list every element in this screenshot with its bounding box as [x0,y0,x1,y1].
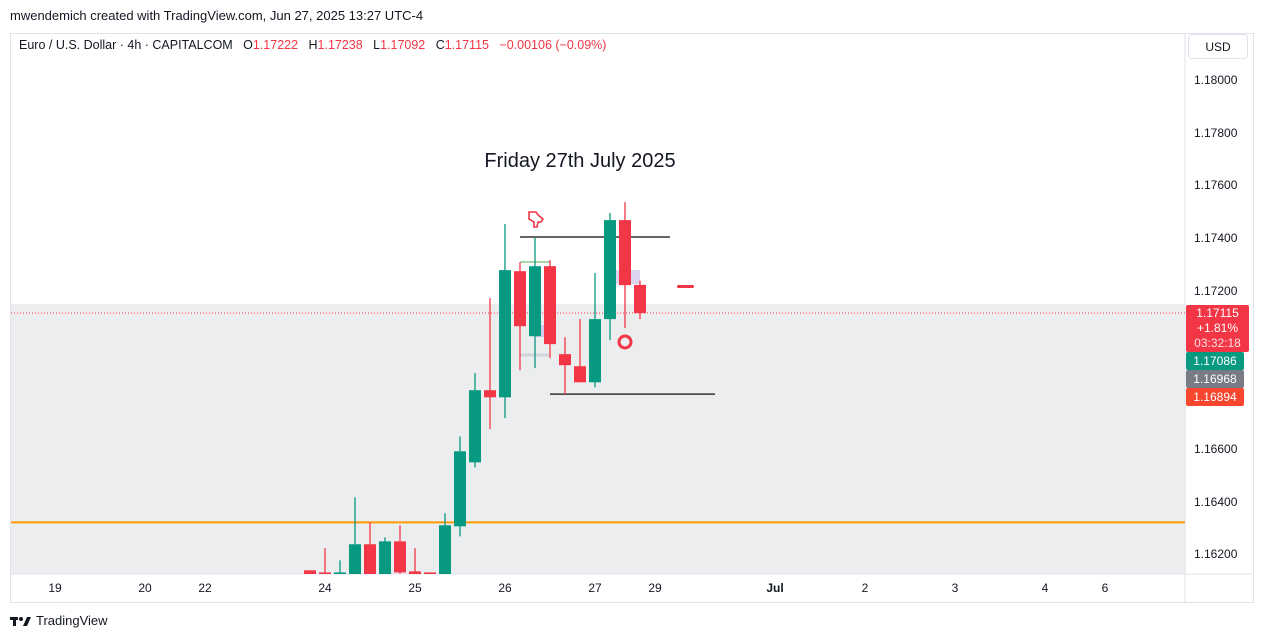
price-tick: 1.16200 [1194,547,1238,561]
dash-marker [677,285,694,288]
candle-body [379,541,391,574]
time-tick: 6 [1101,581,1109,595]
tradingview-logo-icon [10,616,31,626]
circle-marker [617,334,633,350]
time-tick: 26 [498,581,512,595]
change-value: −0.00106 (−0.09%) [499,38,607,52]
open-value: 1.17222 [252,38,299,52]
candle-body [529,266,541,337]
candle-body [319,572,331,574]
price-tick: 1.17600 [1194,178,1238,192]
low-value: 1.17092 [380,38,426,52]
time-tick: 25 [408,581,422,595]
candle-body [559,354,571,366]
candle-body [634,284,646,314]
price-badge-gray: 1.16968 [1186,370,1244,388]
price-badge-green: 1.17086 [1186,352,1244,370]
chart-annotation-text[interactable]: Friday 27th July 2025 [484,150,676,172]
candle-body [469,390,481,463]
pointing-hand-icon [528,211,545,228]
candle-body [439,525,451,574]
last-change: +1.81% [1196,321,1239,335]
candle-body [484,390,496,398]
candle-body [544,266,556,345]
time-tick: 24 [318,581,332,595]
candle-body [604,220,616,320]
low-label: L [373,38,381,52]
currency-button[interactable]: USD [1188,34,1248,59]
time-tick: 22 [198,581,212,595]
high-value: 1.17238 [317,38,363,52]
tradingview-logo-text: TradingView [36,613,108,628]
chart-credit: mwendemich created with TradingView.com,… [10,8,424,23]
time-tick: 29 [648,581,662,595]
time-tick: Jul [766,581,784,595]
symbol-name[interactable]: Euro / U.S. Dollar · 4h · CAPITALCOM [19,38,233,52]
candle-body [364,544,376,574]
price-tick: 1.17200 [1194,284,1238,298]
time-tick: 27 [588,581,602,595]
price-badge-red: 1.16894 [1186,388,1244,406]
candles [304,202,646,574]
price-tick: 1.16400 [1194,495,1238,509]
candle-body [514,271,526,327]
open-label: O [243,38,253,52]
candle-body [574,366,586,383]
time-tick: 2 [861,581,869,595]
candle-body [334,572,346,574]
candle-body [304,570,316,574]
candle-body [424,572,436,574]
candle-body [589,319,601,383]
candle-body [454,451,466,527]
candle-body [409,571,421,574]
time-tick: 4 [1041,581,1049,595]
candle-body [619,220,631,286]
close-label: C [435,38,445,52]
tradingview-logo[interactable]: TradingView [10,613,108,628]
time-tick: 3 [951,581,959,595]
close-value: 1.17115 [444,38,489,52]
price-tick: 1.16600 [1194,442,1238,456]
high-label: H [308,38,318,52]
candle-body [499,270,511,398]
last-price: 1.17115 [1196,306,1239,320]
candle-body [394,541,406,573]
bar-countdown: 03:32:18 [1194,336,1241,350]
price-tick: 1.17800 [1194,126,1238,140]
price-tick: 1.17400 [1194,231,1238,245]
last-price-badge: 1.17115 +1.81% 03:32:18 [1186,305,1249,352]
candle-body [349,544,361,574]
time-tick: 19 [48,581,62,595]
time-tick: 20 [138,581,152,595]
chart-frame[interactable] [10,33,1254,603]
symbol-legend: Euro / U.S. Dollar · 4h · CAPITALCOM O1.… [19,38,606,52]
price-tick: 1.18000 [1194,73,1238,87]
